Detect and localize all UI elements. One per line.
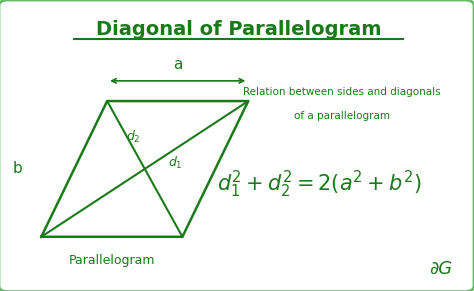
Text: Diagonal of Parallelogram: Diagonal of Parallelogram: [96, 20, 382, 39]
Text: $d_2$: $d_2$: [126, 129, 141, 145]
Text: ∂G: ∂G: [429, 260, 453, 278]
Text: of a parallelogram: of a parallelogram: [294, 111, 390, 120]
Text: Parallelogram: Parallelogram: [69, 254, 155, 267]
Text: $d_1$: $d_1$: [168, 155, 183, 171]
Text: Relation between sides and diagonals: Relation between sides and diagonals: [244, 87, 441, 97]
Text: a: a: [173, 57, 182, 72]
Text: $d_1^2 + d_2^2 = 2(a^2+b^2)$: $d_1^2 + d_2^2 = 2(a^2+b^2)$: [217, 169, 421, 200]
Text: b: b: [13, 162, 22, 176]
